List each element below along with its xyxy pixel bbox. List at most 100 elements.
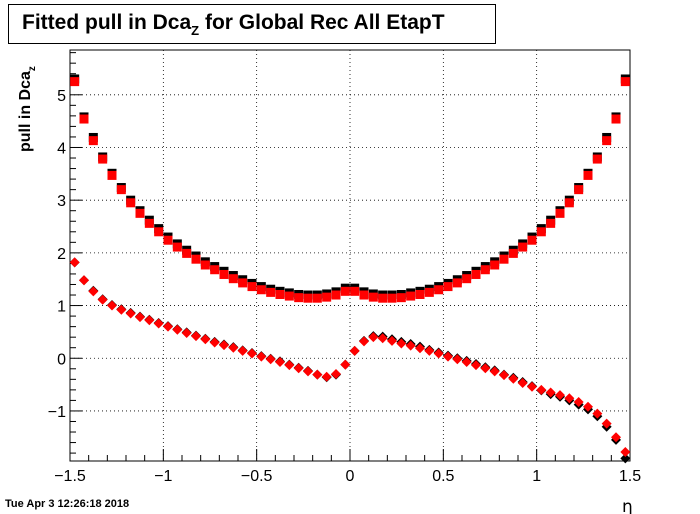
data-point-square (219, 269, 229, 279)
data-point-diamond (489, 366, 500, 377)
data-point-square (378, 293, 388, 303)
x-axis-title: η (622, 497, 633, 514)
data-point-square (331, 290, 341, 300)
data-point-square (499, 254, 509, 264)
data-point-diamond (443, 351, 453, 362)
data-point-diamond (359, 336, 369, 347)
data-point-diamond (321, 371, 332, 382)
data-point-square (247, 282, 257, 292)
data-point-diamond (144, 315, 155, 326)
data-point-diamond (293, 363, 304, 374)
x-tick-label: 1 (532, 468, 541, 485)
chart-title-main: Fitted pull in Dca (22, 10, 192, 34)
data-point-diamond (611, 432, 621, 443)
data-point-square (98, 154, 108, 164)
y-tick-label: 0 (57, 351, 66, 368)
data-point-diamond (331, 369, 341, 380)
data-point-square (116, 185, 126, 195)
data-point-square (462, 274, 472, 284)
data-point-diamond (499, 370, 509, 381)
data-point-diamond (228, 342, 239, 353)
data-point-square (406, 291, 416, 301)
data-point-square (546, 218, 556, 228)
data-point-diamond (555, 390, 565, 401)
data-point-diamond (181, 327, 192, 338)
data-point-diamond (125, 308, 136, 319)
data-point-square (200, 260, 210, 270)
data-point-square (79, 114, 89, 124)
data-point-diamond (303, 366, 313, 377)
data-point-square (126, 198, 136, 208)
y-tick-label: 4 (57, 140, 66, 157)
data-point-square (107, 170, 117, 180)
data-point-square (266, 287, 276, 297)
data-point-square (312, 293, 322, 303)
data-point-diamond (517, 378, 528, 389)
data-point-diamond (284, 360, 295, 371)
data-point-square (294, 293, 304, 303)
chart-title-box: Fitted pull in DcaZ for Global Rec All E… (8, 4, 496, 44)
data-point-square (443, 282, 453, 292)
data-point-square (592, 154, 602, 164)
x-tick-label: 0 (346, 468, 355, 485)
y-tick-label: 1 (57, 299, 66, 316)
data-point-diamond (200, 334, 211, 345)
data-point-square (424, 287, 434, 297)
y-tick-label: 5 (57, 88, 66, 105)
data-point-diamond (209, 337, 220, 348)
data-point-square (452, 278, 462, 288)
chart-title-rest: for Global Rec All EtapT (199, 10, 445, 34)
data-point-diamond (545, 387, 556, 398)
chart-title-sub: Z (191, 22, 200, 38)
data-point-diamond (275, 356, 285, 367)
y-axis-title-sub: z (27, 66, 38, 71)
data-point-diamond (340, 359, 351, 370)
data-point-diamond (312, 369, 323, 380)
data-point-diamond (163, 321, 173, 332)
data-point-square (163, 235, 173, 245)
data-point-diamond (368, 332, 379, 343)
data-point-square (70, 77, 80, 87)
data-point-square (415, 289, 425, 299)
data-point-diamond (415, 343, 425, 354)
data-point-diamond (461, 356, 472, 367)
x-tick-label: 0.5 (432, 468, 454, 485)
data-point-diamond (433, 348, 444, 359)
data-point-diamond (116, 304, 127, 315)
data-point-square (284, 291, 294, 301)
data-point-diamond (247, 348, 257, 359)
data-point-diamond (172, 324, 183, 335)
data-point-square (536, 227, 546, 237)
data-point-square (210, 265, 220, 275)
y-tick-label: 2 (57, 246, 66, 263)
data-point-diamond (583, 401, 593, 412)
data-point-square (480, 265, 490, 275)
plot-frame (69, 49, 631, 462)
data-point-diamond (377, 333, 388, 344)
data-point-square (275, 289, 285, 299)
y-tick-label: −1 (48, 404, 66, 421)
data-markers (69, 74, 631, 464)
data-point-square (508, 248, 518, 258)
y-axis-title: pull in Dcaz (17, 66, 38, 152)
data-point-square (611, 114, 621, 124)
x-tick-label: −1.5 (54, 468, 86, 485)
data-point-diamond (349, 345, 360, 356)
data-point-square (434, 285, 444, 295)
data-point-diamond (237, 345, 248, 356)
date-stamp: Tue Apr 3 12:26:18 2018 (5, 498, 130, 510)
data-point-square (620, 77, 630, 87)
data-point-diamond (592, 408, 603, 419)
data-point-diamond (471, 360, 481, 371)
data-point-diamond (396, 338, 407, 349)
data-point-square (144, 218, 154, 228)
x-tick-label: −1 (154, 468, 172, 485)
data-point-square (191, 254, 201, 264)
data-point-square (172, 242, 182, 252)
data-point-square (228, 274, 238, 284)
data-point-diamond (265, 354, 276, 365)
x-tick-label: −0.5 (241, 468, 273, 485)
data-point-square (154, 227, 164, 237)
data-point-square (574, 185, 584, 195)
data-point-square (182, 248, 192, 258)
